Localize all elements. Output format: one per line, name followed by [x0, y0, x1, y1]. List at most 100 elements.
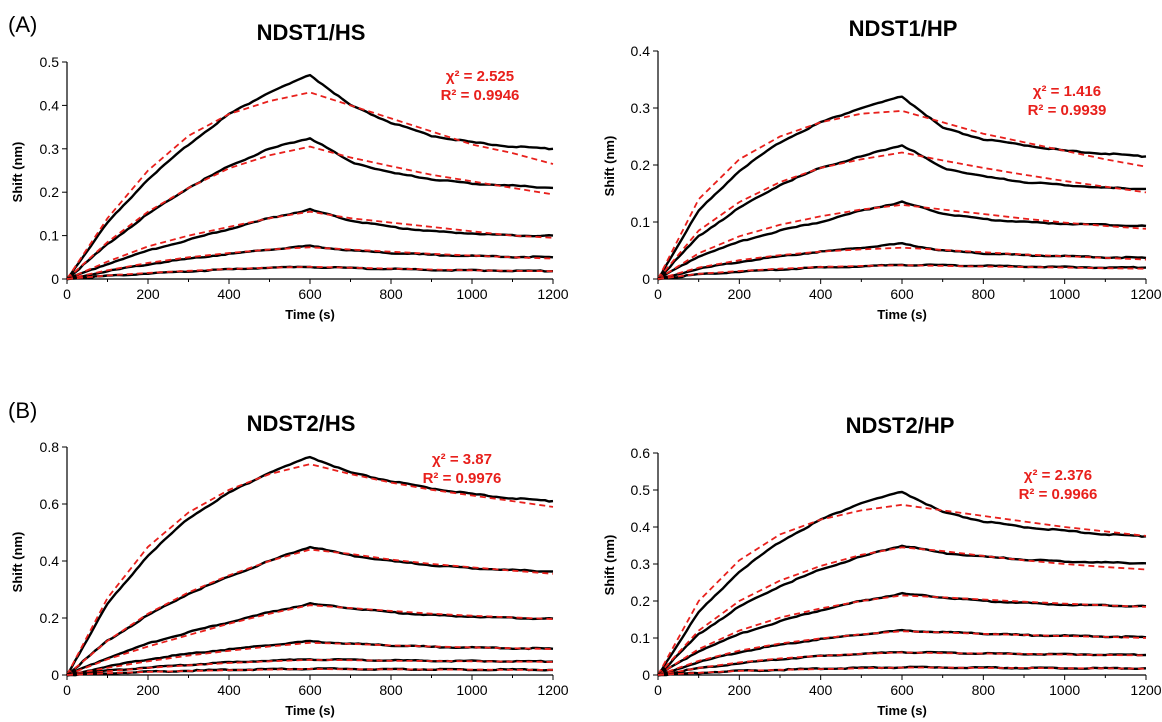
x-tick-label: 1000: [1049, 682, 1080, 698]
x-tick-label: 200: [136, 286, 160, 302]
series-data-4: [66, 639, 554, 676]
series-data-1: [656, 95, 1147, 280]
y-tick-label: 0.1: [40, 228, 60, 244]
series-data-2: [657, 144, 1146, 281]
chart-title: NDST2/HS: [247, 411, 356, 436]
y-tick-label: 0: [51, 271, 59, 287]
x-tick-label: 600: [298, 682, 322, 698]
series-data-3: [66, 207, 554, 281]
x-axis-label: Time (s): [877, 307, 927, 322]
series-fit-6: [657, 666, 1147, 676]
x-tick-label: 200: [728, 682, 752, 698]
series-fit-3: [657, 203, 1147, 280]
series-fit-4: [657, 246, 1147, 280]
series-data-3: [657, 591, 1147, 676]
y-tick-label: 0.2: [631, 157, 651, 173]
x-axis-label: Time (s): [285, 703, 335, 718]
y-tick-label: 0: [51, 667, 59, 683]
panel-label-a: (A): [8, 12, 37, 37]
y-axis-label: Shift (nm): [602, 136, 617, 197]
series-fit-2: [657, 151, 1147, 280]
y-tick-label: 0.1: [631, 630, 651, 646]
series-fit-1: [657, 503, 1147, 676]
series-fit-5: [66, 265, 554, 280]
series-data-1: [65, 455, 554, 676]
series-fit-1: [657, 109, 1147, 280]
chart-title: NDST2/HP: [846, 413, 955, 438]
x-tick-label: 1000: [456, 286, 487, 302]
y-tick-label: 0.4: [631, 43, 651, 59]
x-tick-label: 0: [654, 682, 662, 698]
x-tick-label: 800: [379, 682, 403, 698]
series-fit-2: [66, 145, 554, 280]
x-tick-label: 800: [379, 286, 403, 302]
y-tick-label: 0.4: [40, 97, 60, 113]
chart-1: NDST1/HS 0 200 400 600 800 1000 1200 0 0.1 0.2 0.3 0…: [10, 20, 569, 322]
y-tick-label: 0.4: [40, 553, 60, 569]
series-data-4: [66, 244, 554, 280]
series-fit-2: [66, 548, 554, 676]
x-tick-label: 1000: [456, 682, 487, 698]
series-data-4: [657, 241, 1147, 280]
series-fit-5: [66, 658, 554, 676]
x-tick-label: 200: [728, 286, 752, 302]
panel-label-b: (B): [8, 398, 37, 423]
chart-2: NDST1/HP 0 200 400 600 800 1000 1200 0 0.1 0.2 0.3 0…: [602, 16, 1162, 322]
y-tick-label: 0.2: [40, 610, 60, 626]
series-fit-5: [657, 651, 1147, 676]
chart-title: NDST1/HP: [849, 16, 958, 41]
x-tick-label: 1200: [537, 286, 568, 302]
series-fit-2: [657, 546, 1147, 676]
series-fit-3: [66, 604, 554, 676]
x-tick-label: 400: [809, 682, 833, 698]
series-fit-5: [657, 264, 1147, 280]
series-fit-6: [66, 668, 553, 676]
y-tick-label: 0.4: [631, 519, 651, 535]
x-tick-label: 800: [972, 682, 996, 698]
series-fit-4: [657, 630, 1147, 676]
x-tick-label: 0: [63, 682, 71, 698]
x-tick-label: 1200: [537, 682, 568, 698]
x-tick-label: 400: [217, 286, 241, 302]
y-tick-label: 0.6: [40, 496, 60, 512]
x-tick-label: 1000: [1049, 286, 1080, 302]
r-square-label: R² = 0.9966: [1019, 486, 1098, 503]
x-tick-label: 1200: [1130, 286, 1161, 302]
x-tick-label: 400: [809, 286, 833, 302]
x-tick-label: 600: [890, 682, 914, 698]
x-axis-label: Time (s): [285, 307, 335, 322]
y-tick-label: 0: [642, 667, 650, 683]
series-data-3: [657, 200, 1147, 280]
series-fit-3: [657, 594, 1147, 676]
r-square-label: R² = 0.9976: [423, 470, 502, 487]
x-tick-label: 0: [654, 286, 662, 302]
x-tick-label: 600: [298, 286, 322, 302]
series-fit-1: [66, 463, 554, 676]
x-tick-label: 800: [972, 286, 996, 302]
chart-3: NDST2/HS 0 200 400 600 800 1000 1200 0 0.2 0.4 0.6 0…: [10, 411, 569, 718]
chart-title: NDST1/HS: [257, 20, 366, 45]
y-tick-label: 0.3: [631, 556, 651, 572]
x-tick-label: 0: [63, 286, 71, 302]
y-tick-label: 0.8: [40, 439, 60, 455]
y-tick-label: 0.5: [631, 482, 651, 498]
y-tick-label: 0.1: [631, 214, 651, 230]
y-tick-label: 0.2: [631, 593, 651, 609]
x-tick-label: 400: [217, 682, 241, 698]
x-tick-label: 200: [136, 682, 160, 698]
series-fit-4: [66, 641, 554, 676]
chi-square-label: χ² = 2.376: [1024, 467, 1092, 484]
chi-square-label: χ² = 1.416: [1033, 83, 1101, 100]
series-data-1: [657, 490, 1147, 676]
series-data-2: [66, 545, 554, 677]
series-data-2: [66, 137, 554, 281]
series-data-1: [66, 73, 554, 280]
r-square-label: R² = 0.9939: [1028, 102, 1107, 119]
y-tick-label: 0.3: [631, 100, 651, 116]
y-tick-label: 0.6: [631, 445, 651, 461]
x-tick-label: 1200: [1130, 682, 1161, 698]
series-data-3: [66, 602, 554, 676]
series-data-2: [657, 544, 1147, 677]
y-tick-label: 0.5: [40, 54, 60, 70]
